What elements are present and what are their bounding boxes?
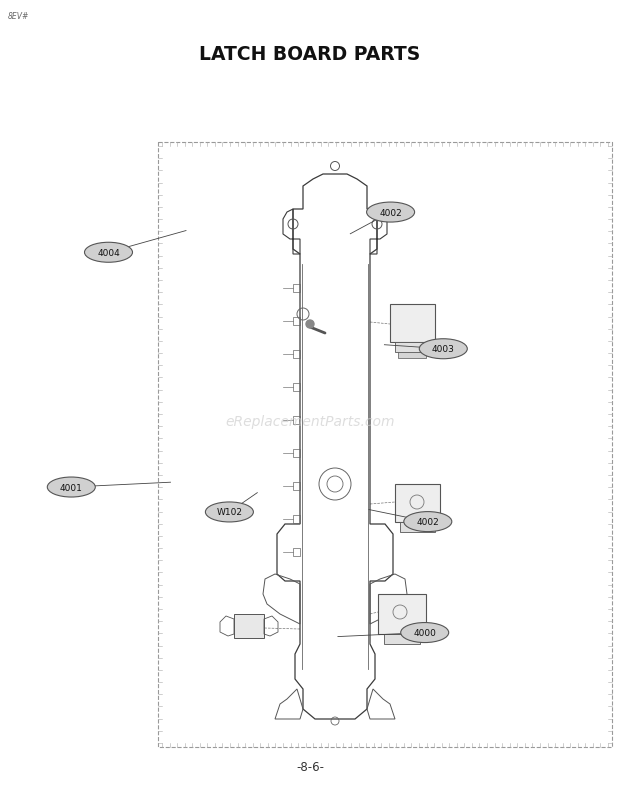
Text: -8-6-: -8-6- — [296, 760, 324, 773]
Bar — [395, 343, 430, 353]
Bar — [384, 634, 420, 644]
Text: 8EV#: 8EV# — [8, 12, 29, 21]
Ellipse shape — [404, 512, 452, 532]
Ellipse shape — [419, 340, 467, 359]
Ellipse shape — [401, 623, 449, 642]
Ellipse shape — [47, 478, 95, 497]
Text: 4002: 4002 — [379, 208, 402, 218]
Text: eReplacementParts.com: eReplacementParts.com — [225, 414, 395, 429]
Bar — [400, 522, 435, 532]
Bar — [158, 143, 612, 747]
Text: 4004: 4004 — [97, 248, 120, 258]
Ellipse shape — [84, 243, 133, 263]
Text: 4002: 4002 — [417, 517, 439, 527]
Text: LATCH BOARD PARTS: LATCH BOARD PARTS — [200, 46, 420, 64]
Ellipse shape — [366, 203, 415, 222]
Bar — [378, 594, 426, 634]
Text: 4003: 4003 — [432, 344, 454, 354]
Text: 4000: 4000 — [414, 628, 436, 638]
Ellipse shape — [205, 503, 254, 522]
Circle shape — [306, 320, 314, 328]
Bar — [395, 484, 440, 522]
Text: 4001: 4001 — [60, 483, 82, 492]
Bar — [234, 614, 264, 638]
Bar — [390, 304, 435, 343]
Bar — [398, 353, 426, 359]
Text: W102: W102 — [216, 507, 242, 517]
